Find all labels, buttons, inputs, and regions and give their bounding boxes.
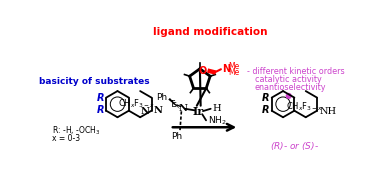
Text: O: O xyxy=(198,66,206,76)
Text: Ph: Ph xyxy=(156,93,167,103)
Text: R: R xyxy=(262,105,270,115)
Text: ligand modification: ligand modification xyxy=(153,27,267,37)
Text: Ir: Ir xyxy=(193,106,204,117)
Text: N: N xyxy=(223,64,231,74)
Text: NH: NH xyxy=(319,107,336,116)
Text: Me: Me xyxy=(228,68,239,77)
Text: x = 0-3: x = 0-3 xyxy=(52,134,80,143)
Text: enantioselectivity: enantioselectivity xyxy=(254,83,326,93)
Text: Ts: Ts xyxy=(169,100,177,109)
Text: - different kinetic orders: - different kinetic orders xyxy=(247,66,344,76)
Circle shape xyxy=(286,93,292,99)
Text: H: H xyxy=(212,103,221,113)
Polygon shape xyxy=(168,98,181,110)
Text: R: R xyxy=(96,105,104,115)
Text: CH$_x$F$_{3-x}$: CH$_x$F$_{3-x}$ xyxy=(118,97,156,110)
Text: CH$_x$F$_{3-x}$: CH$_x$F$_{3-x}$ xyxy=(285,100,323,113)
Text: Ph: Ph xyxy=(171,132,182,141)
Text: R: R xyxy=(262,93,270,103)
Text: N: N xyxy=(141,107,150,116)
Text: N: N xyxy=(178,103,187,113)
Text: N: N xyxy=(153,106,162,115)
Text: catalytic activity: catalytic activity xyxy=(254,75,321,84)
Text: R: R xyxy=(96,93,104,103)
Text: ($R$)- or ($S$)-: ($R$)- or ($S$)- xyxy=(270,140,319,152)
Text: Me: Me xyxy=(228,62,239,71)
Text: R: -H, -OCH$_3$: R: -H, -OCH$_3$ xyxy=(52,124,101,137)
Text: NH$_2$: NH$_2$ xyxy=(208,115,226,127)
Text: basicity of substrates: basicity of substrates xyxy=(39,76,150,86)
